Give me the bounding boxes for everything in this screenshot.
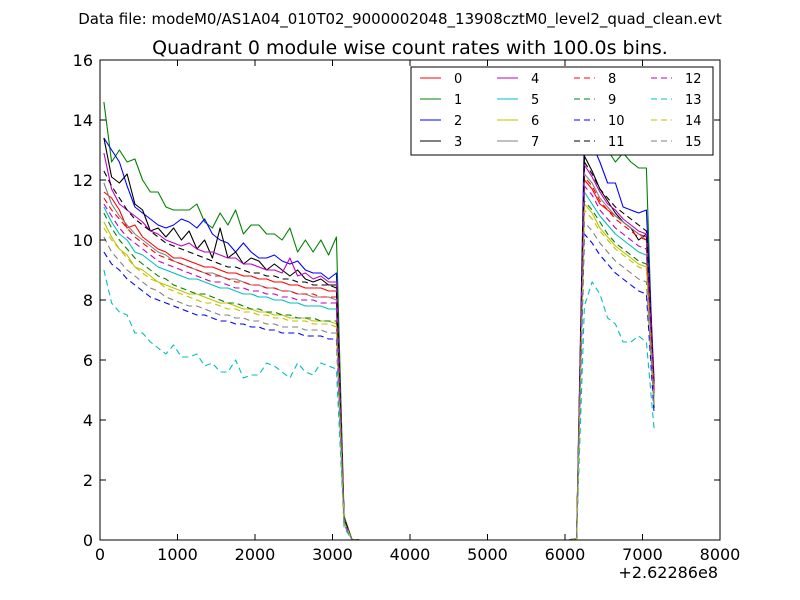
y-tick-label: 14	[73, 111, 93, 130]
x-offset-label: +2.62286e8	[618, 563, 718, 582]
legend-label-1: 1	[454, 93, 462, 108]
legend-label-6: 6	[531, 114, 539, 129]
y-tick-label: 10	[73, 231, 93, 250]
legend-label-2: 2	[454, 114, 462, 129]
chart-title: Quadrant 0 module wise count rates with …	[152, 37, 668, 59]
legend-label-13: 13	[685, 93, 702, 108]
x-tick-label: 3000	[312, 545, 353, 564]
x-tick-label: 1000	[157, 545, 198, 564]
x-tick-label: 0	[95, 545, 105, 564]
legend-label-8: 8	[608, 72, 616, 87]
x-tick-label: 2000	[235, 545, 276, 564]
legend-box	[410, 66, 714, 156]
legend-label-7: 7	[531, 135, 539, 150]
y-tick-label: 8	[83, 291, 93, 310]
y-tick-label: 4	[83, 411, 93, 430]
legend-label-4: 4	[531, 72, 539, 87]
x-tick-label: 4000	[390, 545, 431, 564]
x-tick-label: 7000	[622, 545, 663, 564]
y-tick-label: 12	[73, 171, 93, 190]
legend-label-15: 15	[685, 135, 702, 150]
y-tick-label: 0	[83, 531, 93, 550]
axis-layer: 0 1000 2000 3000 4000 5000 6000 7000 80000246810…	[73, 51, 741, 564]
legend-label-9: 9	[608, 93, 616, 108]
legend-label-12: 12	[685, 72, 702, 87]
legend-label-14: 14	[685, 114, 702, 129]
suptitle: Data file: modeM0/AS1A04_010T02_90000020…	[78, 10, 722, 29]
y-tick-label: 2	[83, 471, 93, 490]
y-tick-label: 16	[73, 51, 93, 70]
legend-label-11: 11	[608, 135, 625, 150]
x-tick-label: 8000	[700, 545, 741, 564]
legend-label-3: 3	[454, 135, 462, 150]
y-tick-label: 6	[83, 351, 93, 370]
legend-label-10: 10	[608, 114, 625, 129]
legend-label-5: 5	[531, 93, 539, 108]
x-tick-label: 6000	[545, 545, 586, 564]
x-tick-label: 5000	[467, 545, 508, 564]
legend-label-0: 0	[454, 72, 462, 87]
